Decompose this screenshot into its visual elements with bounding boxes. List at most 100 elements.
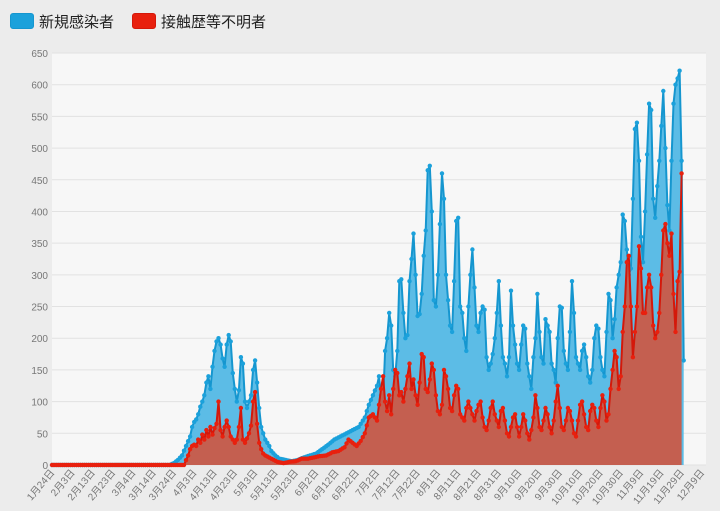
point-unknown-contacts bbox=[181, 462, 187, 468]
point-unknown-contacts bbox=[427, 377, 432, 382]
point-unknown-contacts bbox=[494, 418, 499, 423]
point-unknown-contacts bbox=[581, 412, 587, 417]
point-new-cases bbox=[651, 196, 656, 201]
point-new-cases bbox=[584, 355, 589, 360]
point-new-cases bbox=[409, 256, 414, 262]
point-unknown-contacts bbox=[387, 393, 392, 398]
point-new-cases bbox=[433, 304, 439, 309]
point-unknown-contacts bbox=[370, 412, 376, 417]
point-new-cases bbox=[254, 380, 260, 385]
point-unknown-contacts bbox=[512, 412, 518, 417]
point-unknown-contacts bbox=[364, 423, 369, 428]
point-unknown-contacts bbox=[602, 399, 607, 404]
point-unknown-contacts bbox=[259, 447, 264, 452]
point-unknown-contacts bbox=[374, 418, 380, 423]
point-unknown-contacts bbox=[523, 418, 528, 423]
point-unknown-contacts bbox=[531, 415, 536, 420]
point-unknown-contacts bbox=[204, 427, 209, 433]
point-unknown-contacts bbox=[492, 412, 497, 417]
point-new-cases bbox=[259, 424, 264, 430]
point-unknown-contacts bbox=[226, 424, 231, 430]
point-new-cases bbox=[581, 342, 587, 347]
point-unknown-contacts bbox=[478, 399, 483, 404]
point-unknown-contacts bbox=[661, 228, 666, 233]
point-new-cases bbox=[529, 386, 534, 392]
point-new-cases bbox=[437, 221, 443, 227]
point-unknown-contacts bbox=[577, 402, 583, 407]
point-unknown-contacts bbox=[628, 304, 634, 309]
point-unknown-contacts bbox=[555, 383, 560, 388]
point-unknown-contacts bbox=[344, 441, 349, 446]
point-unknown-contacts bbox=[451, 393, 457, 398]
point-unknown-contacts bbox=[533, 393, 538, 398]
point-new-cases bbox=[212, 348, 217, 354]
point-unknown-contacts bbox=[342, 445, 347, 450]
point-unknown-contacts bbox=[620, 329, 625, 335]
point-new-cases bbox=[571, 310, 577, 316]
point-unknown-contacts bbox=[590, 402, 595, 407]
point-new-cases bbox=[559, 305, 564, 310]
point-unknown-contacts bbox=[236, 424, 242, 430]
legend-item-new-cases[interactable]: 新規感染者 bbox=[10, 11, 114, 32]
point-new-cases bbox=[665, 202, 670, 208]
point-new-cases bbox=[372, 388, 378, 393]
point-unknown-contacts bbox=[642, 310, 648, 316]
point-new-cases bbox=[429, 209, 434, 214]
point-new-cases bbox=[224, 342, 229, 347]
point-unknown-contacts bbox=[486, 418, 491, 423]
point-unknown-contacts bbox=[399, 389, 404, 395]
point-new-cases bbox=[202, 393, 207, 398]
point-new-cases bbox=[246, 399, 252, 404]
point-unknown-contacts bbox=[382, 399, 388, 404]
point-new-cases bbox=[242, 399, 248, 404]
point-unknown-contacts bbox=[608, 386, 613, 392]
point-unknown-contacts bbox=[484, 427, 489, 433]
point-unknown-contacts bbox=[380, 374, 386, 379]
point-unknown-contacts bbox=[222, 424, 227, 430]
point-unknown-contacts bbox=[553, 399, 558, 404]
point-unknown-contacts bbox=[220, 434, 225, 439]
point-unknown-contacts bbox=[525, 431, 530, 436]
legend-item-unknown-contacts[interactable]: 接触歴等不明者 bbox=[132, 11, 266, 32]
point-unknown-contacts bbox=[417, 380, 422, 385]
point-unknown-contacts bbox=[200, 432, 205, 437]
point-new-cases bbox=[470, 247, 475, 252]
point-new-cases bbox=[399, 277, 404, 282]
point-unknown-contacts bbox=[470, 412, 475, 417]
point-unknown-contacts bbox=[411, 377, 416, 382]
point-new-cases bbox=[590, 367, 595, 373]
point-unknown-contacts bbox=[378, 386, 384, 392]
point-unknown-contacts bbox=[651, 323, 656, 328]
point-new-cases bbox=[646, 101, 652, 106]
point-unknown-contacts bbox=[214, 421, 219, 426]
point-new-cases bbox=[232, 386, 237, 392]
point-unknown-contacts bbox=[588, 408, 593, 414]
point-new-cases bbox=[679, 158, 684, 163]
point-unknown-contacts bbox=[579, 399, 585, 404]
y-tick-label: 0 bbox=[42, 461, 48, 472]
point-unknown-contacts bbox=[212, 426, 217, 431]
point-new-cases bbox=[456, 215, 461, 220]
point-new-cases bbox=[500, 355, 506, 360]
point-unknown-contacts bbox=[569, 418, 575, 423]
point-new-cases bbox=[179, 453, 185, 458]
point-new-cases bbox=[220, 356, 225, 361]
point-new-cases bbox=[263, 437, 268, 442]
point-new-cases bbox=[653, 215, 658, 220]
point-unknown-contacts bbox=[429, 361, 434, 366]
point-new-cases bbox=[634, 120, 640, 125]
point-new-cases bbox=[466, 304, 471, 309]
point-new-cases bbox=[244, 405, 250, 411]
point-unknown-contacts bbox=[490, 399, 495, 404]
point-unknown-contacts bbox=[218, 427, 223, 433]
point-new-cases bbox=[610, 336, 615, 341]
y-tick-label: 500 bbox=[31, 144, 48, 155]
point-unknown-contacts bbox=[202, 437, 207, 442]
point-new-cases bbox=[395, 348, 400, 354]
point-new-cases bbox=[218, 342, 223, 347]
point-new-cases bbox=[494, 310, 499, 316]
point-new-cases bbox=[208, 386, 213, 392]
point-unknown-contacts bbox=[527, 437, 532, 442]
point-new-cases bbox=[183, 443, 189, 449]
point-new-cases bbox=[673, 82, 678, 87]
